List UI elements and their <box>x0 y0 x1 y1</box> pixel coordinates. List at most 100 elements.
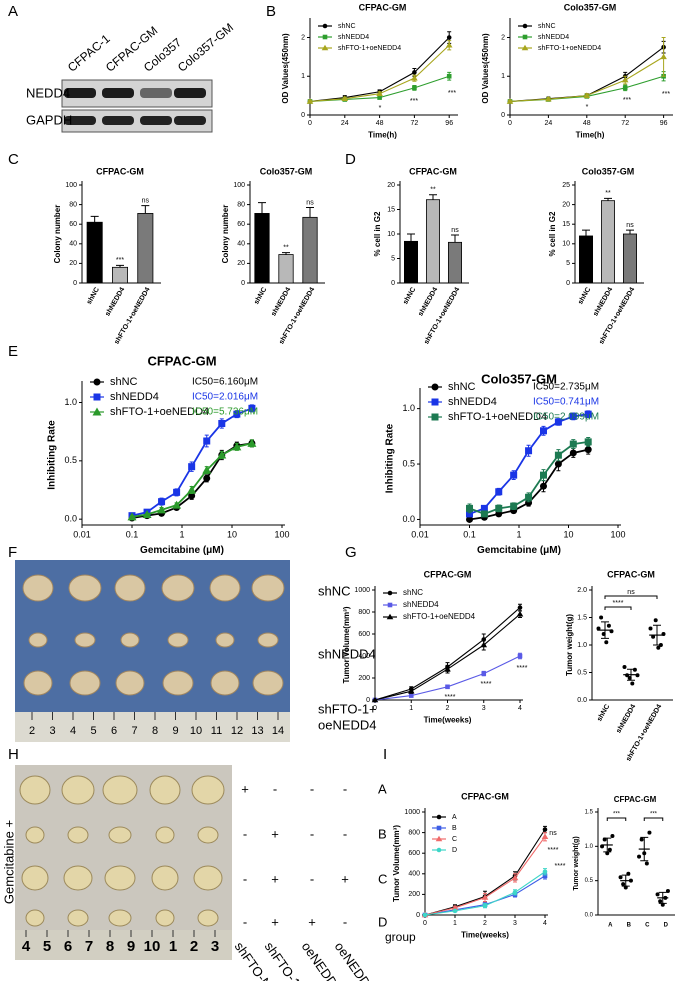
y-tick-label: 0 <box>391 280 395 287</box>
legend-label: shFTO-1+oeNEDD4 <box>448 411 547 423</box>
tumor <box>22 574 54 602</box>
sd-bar <box>653 624 661 646</box>
y-tick-label: 15 <box>562 221 570 228</box>
tumor <box>67 909 89 927</box>
bracket <box>606 817 627 821</box>
tumor <box>67 826 89 844</box>
lane-label: Colo357-GM <box>175 20 236 74</box>
x-tick-label: shNEDD4 <box>104 286 126 317</box>
marker <box>517 605 523 610</box>
y-tick-label: 0.5 <box>64 455 77 465</box>
y-tick-label: 400 <box>408 871 420 878</box>
y-tick-label: 1.5 <box>577 614 587 621</box>
ruler-number: 2 <box>190 938 198 955</box>
blot-row-label: GAPDH <box>26 112 72 127</box>
marker <box>495 504 503 512</box>
tumor <box>21 865 49 891</box>
y-tick-label: 15 <box>387 206 395 213</box>
data-point <box>618 875 623 880</box>
legend-marker <box>522 23 528 29</box>
marker <box>510 471 518 479</box>
ruler-number: 6 <box>111 725 117 737</box>
x-tick-label: shNEDD4 <box>417 286 439 317</box>
ruler-number: 5 <box>43 938 51 955</box>
marker <box>376 90 383 96</box>
ic50-label: IC50=2.099μM <box>533 412 599 423</box>
y-tick-label: 5 <box>566 260 570 267</box>
significance: *** <box>116 257 124 264</box>
y-axis-label: Colony number <box>53 205 62 264</box>
column-label: oeNEDD4 <box>332 939 378 981</box>
x-tick-label: 0 <box>423 920 427 927</box>
marker <box>512 890 518 895</box>
significance: *** <box>613 812 621 818</box>
table-cell: + <box>341 871 349 886</box>
y-tick-label: 1 <box>301 73 305 80</box>
data-point <box>665 888 670 893</box>
blot-band <box>102 116 134 125</box>
y-tick-label: 0 <box>241 280 245 287</box>
bar <box>579 235 594 284</box>
ruler-number: 9 <box>172 725 178 737</box>
error-bar <box>604 197 612 201</box>
legend-label: shNEDD4 <box>448 396 497 408</box>
marker <box>584 410 592 418</box>
bracket <box>643 817 664 821</box>
tumor <box>209 574 241 602</box>
legend-marker <box>436 814 442 820</box>
table-cell: - <box>243 871 247 886</box>
marker <box>466 510 473 518</box>
marker <box>377 95 382 100</box>
ruler-number: 4 <box>70 725 76 737</box>
x-tick-label: 100 <box>274 529 289 539</box>
error-bar <box>626 229 634 234</box>
legend-label: shNEDD4 <box>403 600 439 609</box>
tumor <box>149 775 181 805</box>
y-tick-label: 200 <box>358 675 370 682</box>
y-axis-label: Inhibiting Rate <box>385 423 396 493</box>
legend-marker <box>321 44 329 51</box>
ruler-number: 8 <box>106 938 114 955</box>
legend-marker <box>93 378 101 386</box>
tumor <box>162 670 194 696</box>
panel-label: G <box>345 544 357 561</box>
data-point <box>651 634 656 639</box>
marker <box>187 485 197 494</box>
chart-title: CFPAC-GM <box>147 353 216 368</box>
significance: ** <box>605 190 611 197</box>
marker <box>202 465 212 474</box>
bar <box>254 213 270 284</box>
ruler-number: 8 <box>152 725 158 737</box>
tumor <box>63 865 93 891</box>
significance: ns <box>306 199 314 206</box>
marker <box>306 98 314 104</box>
x-tick-label: 48 <box>376 120 384 127</box>
bar <box>447 241 462 284</box>
legend-marker <box>435 835 443 842</box>
y-tick-label: 2.0 <box>577 587 587 594</box>
group-label: oeNEDD4 <box>318 717 377 732</box>
y-tick-label: 40 <box>69 241 77 248</box>
legend-marker <box>521 44 529 51</box>
y-tick-label: 20 <box>387 182 395 189</box>
row-label: A <box>378 781 387 796</box>
marker <box>188 492 196 500</box>
sd-bar <box>640 836 649 862</box>
data-point <box>621 882 626 887</box>
table-cell: - <box>273 781 277 796</box>
marker <box>466 515 473 523</box>
data-point <box>653 618 658 623</box>
marker <box>482 903 488 909</box>
bracket <box>604 595 658 599</box>
y-tick-label: 0.0 <box>577 697 587 704</box>
marker <box>525 499 533 507</box>
marker <box>542 827 548 832</box>
marker <box>466 504 473 512</box>
marker <box>554 460 562 468</box>
x-tick-label: 1 <box>453 920 457 927</box>
y-tick-label: 1.0 <box>577 642 587 649</box>
blot-band <box>174 116 206 125</box>
legend-marker <box>322 34 328 40</box>
ruler-number: 10 <box>144 938 161 955</box>
row-label: B <box>378 826 387 841</box>
